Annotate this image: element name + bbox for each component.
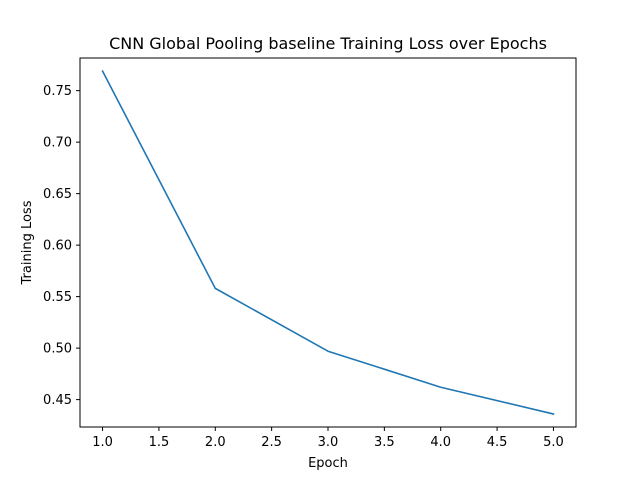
x-tick-label: 1.5 [149, 435, 170, 450]
plot-area [101, 70, 555, 415]
y-axis: 0.45 0.50 0.55 0.60 0.65 0.70 0.75 [43, 84, 80, 408]
y-tick-label: 0.50 [43, 342, 72, 357]
y-tick-label: 0.55 [43, 290, 72, 305]
x-tick-label: 4.0 [430, 435, 451, 450]
x-tick-label: 4.5 [487, 435, 508, 450]
x-tick-label: 2.0 [205, 435, 226, 450]
y-axis-label: Training Loss [20, 200, 35, 285]
x-tick-label: 3.5 [374, 435, 395, 450]
x-tick-label: 3.0 [318, 435, 339, 450]
x-axis-label: Epoch [308, 456, 348, 471]
y-tick-label: 0.70 [43, 136, 72, 151]
x-tick-label: 5.0 [543, 435, 564, 450]
x-tick-label: 2.5 [261, 435, 282, 450]
y-tick-label: 0.45 [43, 393, 72, 408]
chart-title: CNN Global Pooling baseline Training Los… [109, 34, 547, 53]
x-axis: 1.0 1.5 2.0 2.5 3.0 3.5 4.0 4.5 5.0 [92, 427, 564, 450]
y-tick-label: 0.60 [43, 239, 72, 254]
x-tick-label: 1.0 [92, 435, 113, 450]
y-tick-label: 0.75 [43, 84, 72, 99]
series-line [101, 70, 555, 415]
y-tick-label: 0.65 [43, 187, 72, 202]
